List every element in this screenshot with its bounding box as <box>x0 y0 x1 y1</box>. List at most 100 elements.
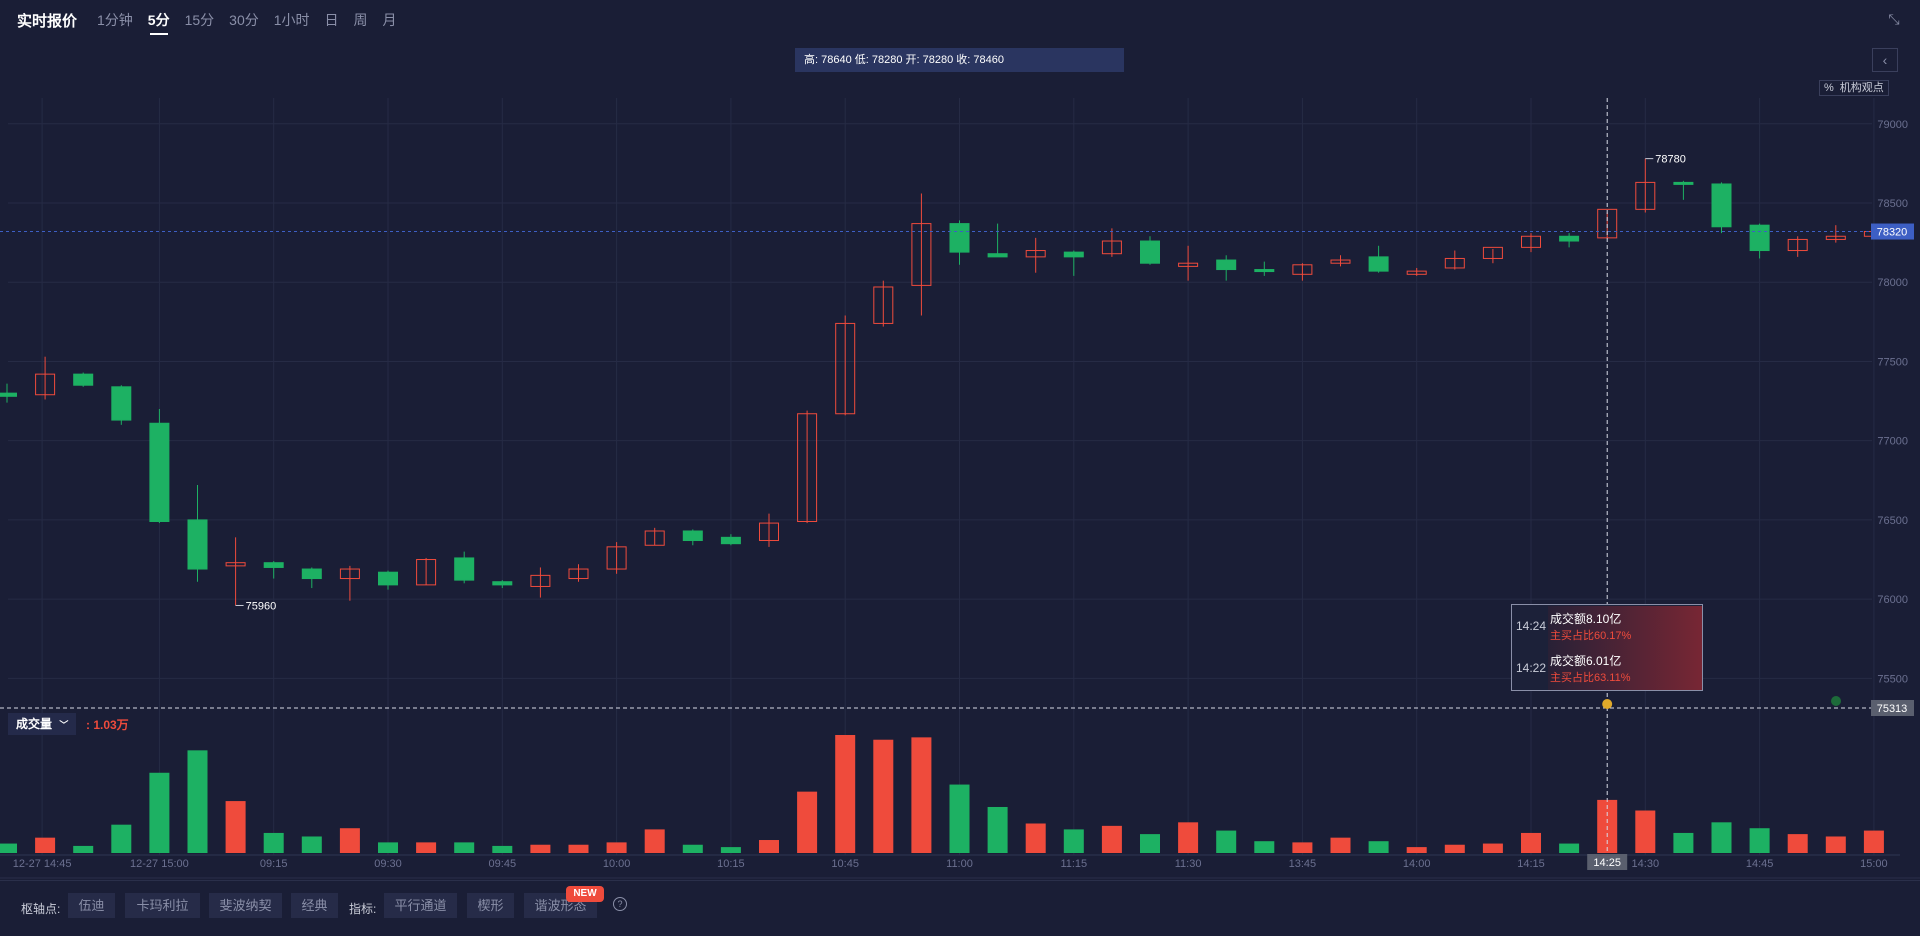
candle <box>644 527 665 546</box>
help-icon[interactable]: ? <box>613 897 627 911</box>
chevron-down-icon: ﹀ <box>59 720 69 730</box>
volume-indicator-select[interactable]: 成交量 ﹀ <box>8 713 76 735</box>
volume-bar <box>1063 829 1084 853</box>
pivot-label: 枢轴点: <box>21 902 61 916</box>
y-tick-label: 76000 <box>1877 594 1908 606</box>
candle-body <box>1635 181 1656 210</box>
x-tick-label: 10:00 <box>603 858 631 870</box>
candle <box>1406 267 1427 276</box>
candle-body <box>1140 240 1160 264</box>
candle <box>111 385 132 425</box>
candle <box>949 220 970 265</box>
candle <box>149 408 170 524</box>
candle-body <box>873 286 894 324</box>
wedge-button[interactable]: 楔形 <box>467 893 514 918</box>
y-tick-label: 77000 <box>1877 436 1908 448</box>
candle-body <box>35 373 56 396</box>
ohlc-info: 高: 78640 低: 78280 开: 78280 收: 78460 <box>795 48 1124 72</box>
x-tick-label: 14:00 <box>1403 858 1431 870</box>
volume-bar <box>1673 832 1694 853</box>
institution-view-chip[interactable]: % 机构观点 <box>1819 80 1889 96</box>
period-tab[interactable]: 月 <box>382 12 397 28</box>
candle-body <box>339 568 360 580</box>
indicator-label: 指标: <box>349 902 377 916</box>
chevron-left-icon[interactable]: ‹ <box>1872 48 1898 72</box>
y-tick-label: 77500 <box>1877 356 1908 368</box>
volume-bar <box>187 750 208 853</box>
volume-bar <box>606 842 627 853</box>
x-tick-label: 09:15 <box>260 858 288 870</box>
candle-body <box>1597 208 1618 239</box>
candle <box>1330 255 1351 267</box>
candle <box>1292 263 1313 281</box>
candle-body <box>1063 251 1084 258</box>
period-tab[interactable]: 15分 <box>184 12 215 28</box>
volume-bar <box>1140 834 1160 853</box>
candle <box>416 557 437 586</box>
harmonic-pattern-button[interactable]: 谐波形态 <box>524 893 597 918</box>
candle-body <box>225 562 246 567</box>
candle-body <box>1178 262 1199 267</box>
volume-bar <box>530 844 551 853</box>
volume-bar <box>835 735 856 853</box>
volume-series <box>0 735 1884 853</box>
candle <box>263 561 284 579</box>
volume-bar <box>1406 847 1427 853</box>
period-tab[interactable]: 1分钟 <box>97 12 133 28</box>
candle <box>606 542 627 574</box>
chart-grid: 79000 78500 78000 77500 77000 76500 76000 75500… <box>0 98 1920 879</box>
period-tab[interactable]: 1小时 <box>273 12 310 28</box>
period-tab[interactable]: 30分 <box>229 12 259 28</box>
candle <box>0 383 17 403</box>
volume-bar <box>682 844 703 853</box>
candle-body <box>949 223 970 253</box>
candle-body <box>797 413 818 522</box>
parallel-channel-button[interactable]: 平行通道 <box>384 893 457 918</box>
event-marker-icon <box>1602 699 1613 709</box>
candle-body <box>759 522 779 542</box>
period-tab[interactable]: 5分 <box>147 12 170 35</box>
candle-body <box>530 574 551 587</box>
candle-body <box>378 571 398 586</box>
candle-body <box>111 386 132 421</box>
candle <box>530 567 551 598</box>
candle-body <box>1368 256 1389 272</box>
period-tab[interactable]: 日 <box>324 12 339 28</box>
candle <box>1254 261 1275 276</box>
x-tick-label: 10:15 <box>717 858 745 870</box>
candle <box>873 280 894 327</box>
candle <box>797 410 818 524</box>
candle <box>1825 225 1846 243</box>
percent-toggle[interactable]: % <box>1824 82 1834 94</box>
pivot-woodie-button[interactable]: 伍迪 <box>68 893 115 918</box>
candle <box>378 570 398 590</box>
volume-bar <box>759 840 779 853</box>
tooltip-ratio: 主买占比60.17% <box>1550 630 1632 642</box>
candle-series <box>0 158 1884 606</box>
volume-bar <box>1711 822 1732 853</box>
candle-body <box>1559 235 1580 242</box>
candle-body <box>1749 224 1770 252</box>
pivot-fibonacci-button[interactable]: 斐波纳契 <box>209 893 282 918</box>
volume-bar <box>492 845 513 853</box>
candle <box>911 193 932 316</box>
low-annotation: 75960 <box>246 600 277 612</box>
candle-body <box>0 392 17 397</box>
volume-bar <box>1521 832 1541 853</box>
tooltip-time: 14:24 <box>1516 619 1547 633</box>
pivot-classic-button[interactable]: 经典 <box>291 893 338 918</box>
y-tick-label: 75500 <box>1877 673 1908 685</box>
tooltip-row: 14:22 成交额6.01亿 主买占比63.11% <box>1512 648 1702 690</box>
tooltip-time: 14:22 <box>1516 661 1547 675</box>
current-price-tag <box>1871 223 1914 240</box>
volume-bar <box>1749 828 1770 853</box>
period-tab[interactable]: 周 <box>353 12 368 28</box>
volume-bar <box>1825 836 1846 853</box>
pivot-camarilla-button[interactable]: 卡玛利拉 <box>125 893 200 918</box>
volume-value: : 1.03万 <box>86 718 129 732</box>
period-tabs: 1分钟 5分 15分 30分 1小时日周月 <box>97 10 412 35</box>
collapse-icon[interactable]: ⤡ <box>1888 11 1900 27</box>
x-tick-label: 12-27 15:00 <box>130 858 189 870</box>
volume-bar <box>1863 830 1884 853</box>
